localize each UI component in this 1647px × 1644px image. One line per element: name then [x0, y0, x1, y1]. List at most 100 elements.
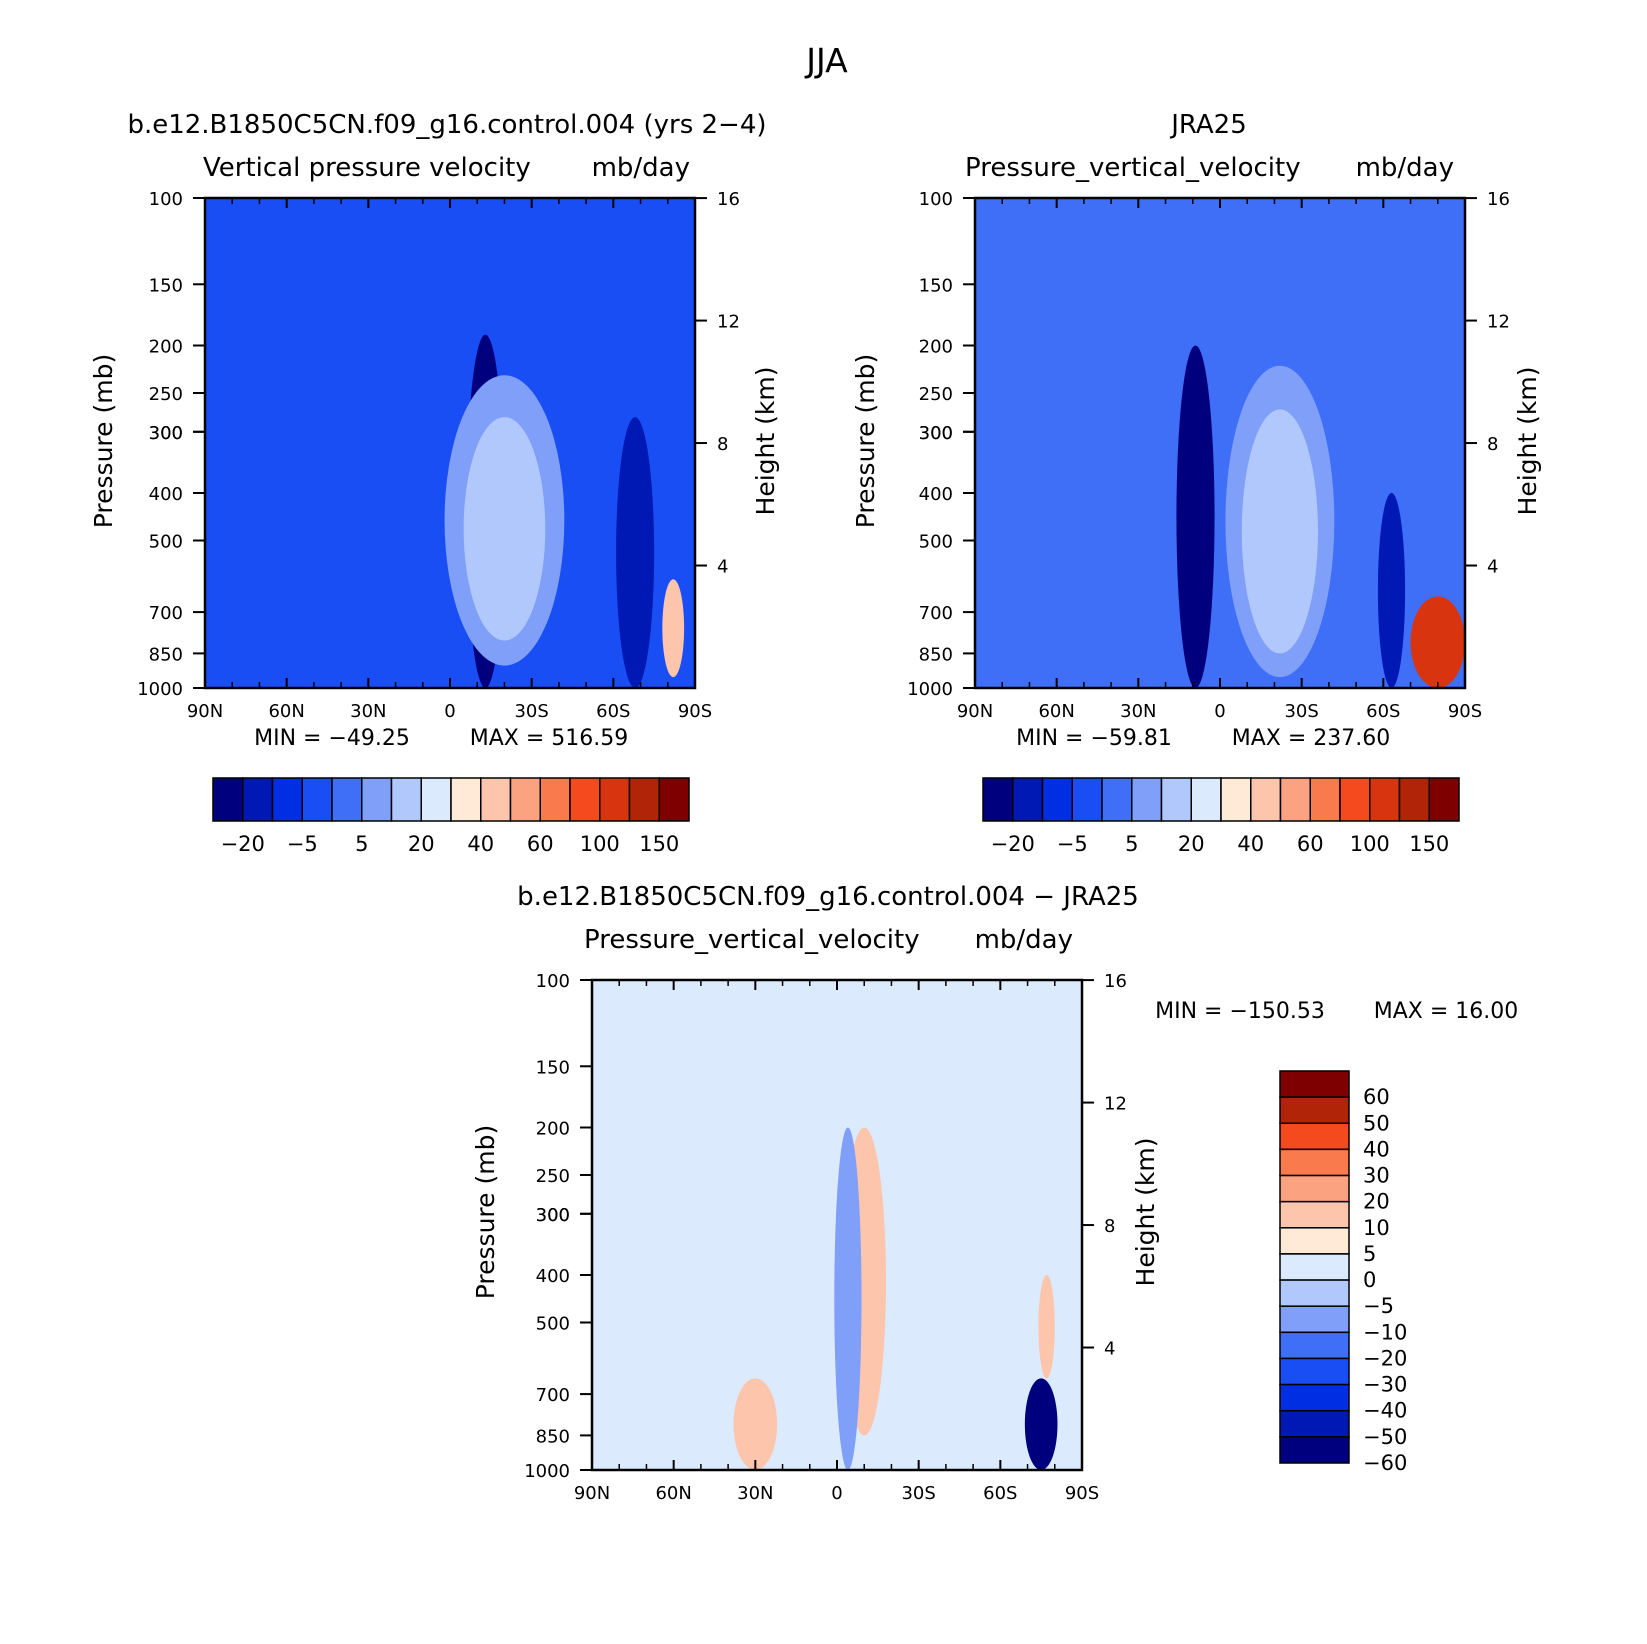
x-tick-label: 60S: [1366, 701, 1400, 722]
colorbar-swatch: [1279, 1357, 1350, 1386]
colorbar-swatch: [1279, 1070, 1350, 1098]
contour-region: [616, 417, 655, 688]
x-tick-label: 90N: [187, 701, 223, 722]
colorbar-swatch: [1279, 1383, 1350, 1412]
colorbar-swatch: [628, 777, 660, 822]
colorbar-label: 0: [1363, 1268, 1376, 1292]
contour-region: [733, 1378, 778, 1471]
contour-region: [1410, 596, 1466, 688]
colorbar-label: 5: [1125, 832, 1138, 856]
y-tick-label: 200: [536, 1119, 570, 1140]
colorbar-label: 60: [1363, 1085, 1390, 1109]
y-tick-label: 300: [149, 423, 183, 444]
x-tick-label: 30N: [350, 701, 386, 722]
plot-area: 90N 60N 30N 0 30S 60S 90S100150200250300300400…: [524, 971, 1127, 1504]
colorbar-label: 40: [467, 832, 494, 856]
x-tick-label: 30S: [514, 701, 548, 722]
x-tick-label: 90N: [574, 1483, 610, 1504]
right-tick-label: 8: [1487, 434, 1498, 455]
max-label: MAX = 516.59: [470, 726, 629, 751]
y-axis-right-label: Height (km): [1131, 1138, 1160, 1287]
y-axis-label: Pressure (mb): [471, 1125, 500, 1299]
x-tick-label: 60S: [596, 701, 630, 722]
right-tick-label: 16: [717, 189, 740, 210]
y-tick-label: 300: [536, 1205, 570, 1226]
plot-area: 90N 60N 30N 0 30S 60S 90S100150200250300300400…: [907, 189, 1510, 722]
colorbar-swatch: [1160, 777, 1192, 822]
y-tick-label: 150: [149, 275, 183, 296]
y-tick-label: 700: [149, 603, 183, 624]
x-tick-label: 60N: [1038, 701, 1074, 722]
colorbar-label: 150: [1409, 832, 1449, 856]
y-tick-label: 850: [536, 1426, 570, 1447]
contour-region: [662, 579, 685, 678]
colorbar-swatch: [1279, 1174, 1350, 1203]
colorbar-swatch: [1279, 777, 1311, 822]
y-tick-label: 300: [149, 423, 183, 444]
y-tick-label: 1000: [137, 679, 183, 700]
colorbar-swatch: [480, 777, 512, 822]
y-axis-right-label: Height (km): [1513, 367, 1542, 516]
colorbar-swatch: [1398, 777, 1430, 822]
panel-title: b.e12.B1850C5CN.f09_g16.control.004 (yrs…: [127, 110, 766, 140]
y-tick-label: 250: [149, 384, 183, 405]
colorbar-label: 100: [580, 832, 620, 856]
colorbar-swatch: [212, 777, 244, 822]
panel-subtitle-right: mb/day: [975, 925, 1073, 955]
colorbar-swatch: [1279, 1148, 1350, 1177]
colorbar-swatch: [658, 777, 690, 822]
colorbar-label: 5: [1363, 1242, 1376, 1266]
plot-area: 90N 60N 30N 0 30S 60S 90S100150200250300300400…: [137, 189, 740, 722]
colorbar-label: −20: [1363, 1346, 1407, 1370]
right-tick-label: 12: [1104, 1094, 1127, 1115]
y-tick-label: 850: [919, 644, 953, 665]
panel-reanalysis: JRA25 Pressure_vertical_velocity mb/day …: [851, 110, 1542, 856]
colorbar-swatch: [331, 777, 363, 822]
y-tick-label: 500: [919, 531, 953, 552]
colorbar: −20 −5 5 20 40 60 100 150: [982, 777, 1460, 856]
colorbar-label: 10: [1363, 1216, 1390, 1240]
figure-title: JJA: [804, 41, 848, 80]
colorbar-swatch: [1190, 777, 1222, 822]
panel-subtitle-right: mb/day: [592, 153, 690, 183]
contour-region: [463, 417, 546, 641]
colorbar-swatch: [1279, 1409, 1350, 1438]
colorbar-swatch: [420, 777, 452, 822]
y-tick-label: 100: [919, 189, 953, 210]
y-tick-label: 400: [919, 484, 953, 505]
colorbar-label: 20: [1363, 1190, 1390, 1214]
right-tick-label: 4: [1487, 557, 1498, 578]
y-axis-right-label: Height (km): [751, 367, 780, 516]
panel-subtitle-left: Pressure_vertical_velocity: [584, 925, 920, 955]
x-tick-label: 0: [1214, 701, 1225, 722]
max-label: MAX = 16.00: [1374, 999, 1519, 1024]
y-axis-label: Pressure (mb): [89, 354, 118, 528]
right-tick-label: 12: [717, 312, 740, 333]
colorbar-swatch: [1428, 777, 1460, 822]
x-tick-label: 90S: [1065, 1483, 1099, 1504]
colorbar-swatch: [1279, 1305, 1350, 1334]
y-tick-label: 1000: [524, 1461, 570, 1482]
colorbar-label: −20: [221, 832, 265, 856]
y-tick-label: 300: [919, 423, 953, 444]
y-tick-label: 200: [149, 337, 183, 358]
colorbar-label: 100: [1350, 832, 1390, 856]
colorbar-label: −10: [1363, 1320, 1407, 1344]
contour-region: [1176, 345, 1215, 688]
colorbar-swatch: [509, 777, 541, 822]
y-tick-label: 150: [536, 1057, 570, 1078]
colorbar-swatch: [361, 777, 393, 822]
right-tick-label: 8: [717, 434, 728, 455]
panel-model: b.e12.B1850C5CN.f09_g16.control.004 (yrs…: [89, 110, 780, 856]
colorbar-label: −5: [1057, 832, 1088, 856]
colorbar-label: 20: [1178, 832, 1205, 856]
colorbar-swatch: [1279, 1436, 1350, 1464]
contour-region: [834, 1127, 862, 1470]
colorbar-label: 5: [355, 832, 368, 856]
colorbar-label: 40: [1237, 832, 1264, 856]
x-tick-label: 0: [831, 1483, 842, 1504]
y-tick-label: 700: [536, 1385, 570, 1406]
colorbar-label: 60: [527, 832, 554, 856]
contour-region: [1038, 1275, 1055, 1379]
